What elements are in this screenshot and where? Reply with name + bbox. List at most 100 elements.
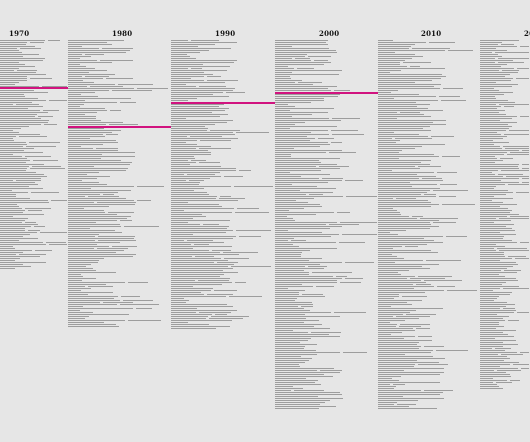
entry-line — [171, 228, 227, 229]
entry-line — [68, 100, 86, 101]
entry-line — [68, 206, 110, 207]
entry-line — [480, 342, 504, 343]
entry-line — [275, 54, 308, 55]
entry-line — [378, 326, 396, 327]
entry-line — [0, 114, 37, 115]
entry-line — [171, 306, 234, 307]
entry-line — [68, 278, 96, 279]
entry-line — [235, 212, 269, 213]
entry-line — [171, 72, 204, 73]
entry-line — [171, 122, 227, 123]
entry-line — [480, 106, 502, 107]
entry-line — [297, 68, 315, 69]
entry-line — [508, 320, 519, 321]
entry-line — [171, 284, 223, 285]
entry-line — [378, 304, 412, 305]
entry-line — [480, 242, 518, 243]
entry-line — [0, 70, 14, 71]
entry-line — [0, 188, 44, 189]
entry-line — [0, 146, 23, 147]
entry-line — [378, 42, 426, 43]
entry-line — [68, 182, 99, 183]
entry-line — [0, 214, 44, 215]
entry-line — [0, 74, 46, 75]
entry-line — [171, 76, 205, 77]
entry-line — [275, 200, 297, 201]
entry-line — [68, 194, 100, 195]
entry-line — [378, 102, 417, 103]
entry-line — [378, 252, 438, 253]
entry-line — [275, 254, 302, 255]
entry-line — [235, 282, 247, 283]
entry-line — [343, 352, 368, 353]
entry-line — [171, 308, 197, 309]
entry-line — [68, 318, 85, 319]
entry-line — [171, 276, 220, 277]
entry-line — [0, 240, 19, 241]
entry-line — [68, 78, 104, 79]
entry-line — [171, 86, 196, 87]
entry-line — [480, 238, 503, 239]
entry-line — [378, 190, 431, 191]
entry-line — [171, 106, 220, 107]
entry-line — [171, 92, 223, 93]
entry-line — [378, 222, 430, 223]
entry-line — [0, 102, 33, 103]
entry-line — [378, 374, 441, 375]
entry-line — [500, 354, 524, 355]
entry-line — [135, 308, 152, 309]
entry-line — [480, 94, 504, 95]
entry-line — [432, 222, 457, 223]
entry-line — [480, 78, 513, 79]
entry-line — [171, 180, 186, 181]
entry-line — [0, 68, 19, 69]
entry-line — [275, 370, 318, 371]
entry-line — [378, 320, 405, 321]
entry-line — [171, 64, 204, 65]
entry-line — [0, 112, 49, 113]
entry-line — [68, 258, 104, 259]
entry-line — [378, 202, 431, 203]
entry-line — [275, 122, 306, 123]
entry-line — [101, 48, 133, 49]
entry-line — [378, 176, 437, 177]
entry-line — [378, 246, 402, 247]
entry-line — [68, 236, 95, 237]
entry-line — [480, 252, 505, 253]
entry-line — [0, 250, 33, 251]
entry-line — [480, 114, 506, 115]
entry-line — [275, 334, 329, 335]
entry-line — [171, 262, 214, 263]
entry-line — [68, 216, 131, 217]
entry-line — [480, 182, 519, 183]
entry-line — [96, 148, 119, 149]
entry-line — [171, 210, 184, 211]
entry-line — [400, 112, 420, 113]
entry-line — [68, 44, 112, 45]
entry-line — [194, 256, 215, 257]
entry-line — [402, 296, 428, 297]
entry-line — [0, 140, 15, 141]
entry-line — [212, 250, 231, 251]
entry-line — [499, 104, 529, 105]
entry-line — [378, 76, 446, 77]
entry-line — [480, 372, 506, 373]
entry-line — [378, 254, 393, 255]
entry-line — [521, 182, 529, 183]
entry-line — [378, 170, 393, 171]
entry-line — [378, 214, 401, 215]
entry-line — [171, 42, 237, 43]
entry-line — [68, 200, 135, 201]
entry-line — [275, 94, 340, 95]
entry-line — [378, 184, 438, 185]
entry-line — [378, 310, 417, 311]
entry-line — [275, 348, 304, 349]
entry-line — [68, 244, 97, 245]
entry-line — [0, 218, 29, 219]
entry-line — [378, 122, 434, 123]
entry-line — [0, 192, 28, 193]
entry-line — [0, 64, 26, 65]
entry-line — [275, 346, 306, 347]
entry-line — [378, 142, 397, 143]
entry-line — [378, 46, 411, 47]
